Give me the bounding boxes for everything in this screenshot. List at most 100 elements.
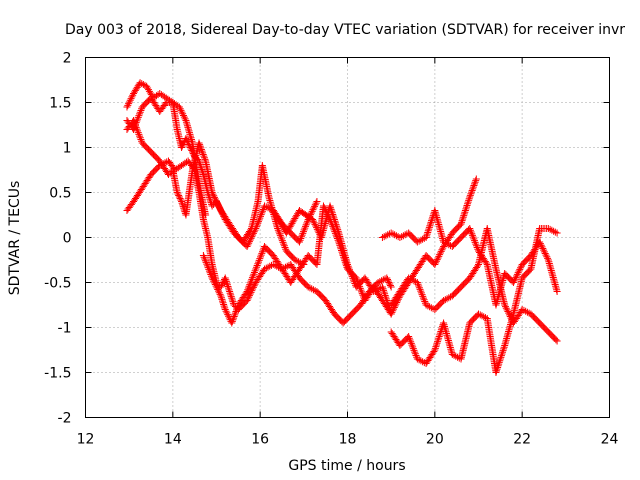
chart-title: Day 003 of 2018, Sidereal Day-to-day VTE… (65, 22, 625, 38)
data-point (173, 189, 181, 196)
y-tick-label: -1.5 (44, 366, 71, 382)
data-point (245, 282, 253, 290)
data-point (380, 286, 388, 294)
data-point (200, 154, 208, 162)
data-point (463, 201, 471, 209)
data-point (136, 108, 144, 116)
data-point (462, 205, 470, 213)
data-point (163, 158, 171, 166)
data-point (259, 248, 267, 256)
data-point (156, 162, 164, 169)
data-point (185, 141, 193, 148)
data-point (228, 319, 236, 327)
data-point (419, 294, 427, 302)
data-point (221, 304, 229, 312)
data-point (387, 229, 395, 237)
data-point (467, 190, 475, 198)
data-point (252, 223, 260, 231)
data-point (425, 223, 433, 231)
data-point (434, 254, 442, 262)
data-point (464, 200, 472, 208)
data-point (346, 267, 354, 275)
data-point (497, 352, 505, 360)
data-point (254, 258, 262, 266)
data-point (420, 296, 428, 304)
data-point (183, 138, 191, 145)
data-point (135, 112, 143, 120)
data-point (450, 351, 458, 359)
data-point (500, 345, 508, 353)
data-point (328, 207, 336, 215)
data-point (468, 188, 476, 196)
series-arc-h (387, 225, 561, 345)
data-point (126, 96, 134, 104)
data-point (179, 201, 187, 209)
data-point (553, 288, 561, 295)
data-point (440, 238, 448, 246)
data-point (197, 144, 205, 152)
data-point (482, 259, 490, 267)
data-point (233, 306, 241, 314)
series-arc-b (123, 94, 308, 268)
data-point (299, 228, 307, 236)
data-point (243, 288, 251, 295)
data-point (512, 274, 520, 282)
data-point (410, 277, 418, 285)
data-point (214, 287, 222, 295)
x-tick-label: 24 (601, 432, 619, 448)
data-point (202, 258, 210, 266)
data-point (255, 256, 263, 264)
data-point (514, 269, 522, 277)
data-point (493, 365, 501, 373)
data-point (212, 197, 220, 205)
data-point (427, 218, 435, 226)
data-point (230, 312, 238, 320)
data-point (471, 178, 479, 186)
data-point (475, 310, 482, 318)
data-point (516, 265, 524, 273)
data-point (459, 213, 467, 221)
data-point (495, 358, 503, 366)
data-point (523, 308, 531, 316)
data-point (386, 280, 394, 288)
data-point (468, 230, 476, 238)
data-point (384, 231, 392, 239)
data-point (174, 190, 182, 198)
data-point (257, 251, 265, 259)
plot-frame (85, 57, 610, 418)
data-point (311, 220, 319, 228)
data-point (422, 234, 430, 241)
data-point (424, 228, 432, 236)
data-point (208, 189, 216, 196)
data-point (275, 228, 283, 236)
data-point (503, 306, 511, 314)
data-point (415, 284, 423, 292)
grid (85, 57, 610, 418)
y-tick-labels: -2 -1.5 -1 -0.5 0 0.5 1 1.5 2 (44, 51, 71, 427)
data-point (332, 221, 340, 229)
data-point (199, 150, 207, 158)
data-point (436, 251, 444, 259)
data-point (411, 348, 419, 356)
data-point (180, 113, 188, 121)
data-point (179, 111, 187, 119)
data-point (130, 117, 138, 124)
y-tick-label: 0.5 (49, 186, 71, 202)
x-tick-label: 20 (426, 432, 444, 448)
data-point (250, 270, 258, 278)
data-point (197, 162, 205, 170)
data-point (226, 288, 234, 295)
data-point (137, 106, 145, 114)
data-point (186, 142, 194, 150)
x-tick-label: 16 (251, 432, 269, 448)
data-point (464, 198, 472, 206)
data-point (553, 337, 561, 345)
data-point (439, 244, 447, 252)
data-point (244, 241, 252, 249)
data-point (196, 142, 204, 150)
data-point (413, 355, 421, 363)
data-point (319, 202, 327, 210)
data-point (462, 203, 470, 211)
data-point (249, 283, 257, 291)
data-point (291, 256, 299, 264)
